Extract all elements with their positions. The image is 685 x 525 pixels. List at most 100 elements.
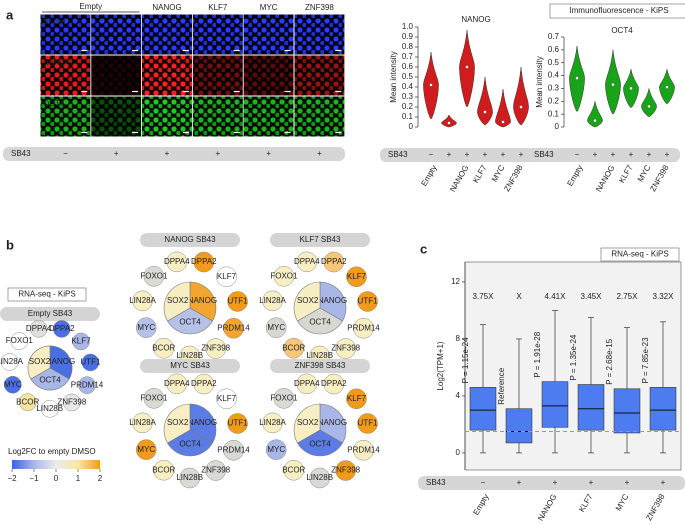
gene-label: ZNF398 [331, 344, 360, 353]
network-title-pill [140, 359, 240, 373]
gene-node [273, 266, 295, 287]
y-axis-label: Mean intensity [535, 56, 544, 108]
gene-node [283, 337, 305, 359]
y-axis-label: Log2(TPM+1) [436, 341, 445, 390]
y-tick-label: 0 [456, 448, 461, 457]
column-header: MYC [260, 3, 278, 12]
gene-label: BCOR [152, 465, 175, 474]
colorbar [12, 460, 100, 469]
gene-node [335, 338, 356, 359]
sb43-sign: − [575, 150, 580, 159]
core-label: OCT4 [309, 317, 331, 326]
colorbar-tick-label: −1 [29, 474, 39, 483]
gene-node [283, 459, 305, 481]
box [577, 384, 605, 431]
colorbar-tick-label: 2 [98, 474, 103, 483]
gene-label: PRDM14 [347, 323, 380, 332]
micrograph [243, 55, 294, 96]
violin-body [605, 49, 621, 115]
network-title: NANOG SB43 [164, 235, 216, 244]
x-tick-label: Empty [471, 493, 490, 517]
x-tick-label: KLF7 [617, 163, 635, 185]
gene-label: FOXO1 [140, 271, 168, 280]
core-label: NANOG [318, 418, 347, 427]
micrograph [294, 14, 345, 55]
gene-label: FOXO1 [6, 336, 34, 345]
y-tick-label: 0.7 [402, 52, 414, 61]
core-label: SOX2 [29, 357, 51, 366]
gene-node [227, 291, 248, 312]
row-label: Nuclei [43, 17, 65, 26]
network-title: Empty SB43 [28, 309, 73, 318]
core-slice [297, 307, 343, 335]
panel-label: a [6, 7, 14, 22]
gene-label: UTF1 [80, 358, 101, 367]
gene-node [193, 373, 215, 395]
y-axis-label: Mean intensity [389, 51, 398, 103]
gene-label: LIN28A [259, 296, 286, 305]
colorbar-tick-label: −2 [7, 474, 17, 483]
sb43-bar [3, 147, 345, 161]
gene-node [216, 388, 237, 410]
y-tick-label: 0.6 [548, 45, 560, 54]
micrograph [243, 14, 294, 55]
micrograph [192, 55, 243, 96]
gene-label: BCOR [16, 397, 39, 406]
sb43-sign: + [483, 150, 488, 159]
p-value-label: Reference [497, 367, 506, 404]
y-tick-label: 0.3 [548, 84, 560, 93]
core-slice [297, 429, 343, 457]
median-dot [647, 104, 651, 109]
plot-bg [464, 261, 682, 471]
core-slice [27, 345, 51, 380]
gene-node [135, 317, 157, 338]
gene-node [132, 412, 153, 434]
sb43-sign: + [317, 149, 322, 158]
y-tick-label: 0.5 [402, 72, 414, 81]
box [613, 388, 641, 434]
sb43-sign: + [593, 150, 598, 159]
sb43-sign: + [661, 478, 666, 487]
p-value-label: P = 1.15e-24 [461, 337, 470, 383]
y-tick-label: 8 [456, 334, 461, 343]
column-header: KLF7 [208, 3, 228, 12]
y-tick-label: 0.8 [402, 42, 414, 51]
gene-node [81, 353, 100, 372]
network-title: KLF7 SB43 [300, 235, 341, 244]
gene-node [216, 266, 237, 288]
gene-node [153, 337, 175, 359]
violin-body [587, 101, 603, 128]
gene-node [265, 439, 287, 460]
fold-label: X [516, 292, 522, 301]
core-label: SOX2 [297, 418, 319, 427]
median-dot [611, 82, 615, 87]
gene-label: LIN28A [129, 418, 156, 427]
gene-node [78, 376, 96, 394]
violin-body [641, 88, 657, 117]
core-label: SOX2 [167, 296, 189, 305]
core-label: OCT4 [309, 439, 331, 448]
gene-node [223, 439, 244, 461]
gene-node [309, 467, 330, 489]
x-tick-label: KLF7 [471, 163, 489, 185]
median-dot [665, 85, 669, 89]
micrograph [192, 14, 243, 55]
median-dot [447, 121, 451, 125]
y-tick-label: 0.2 [548, 96, 560, 105]
gene-node [63, 393, 81, 412]
sb43-sign: + [589, 478, 594, 487]
x-tick-label: NANOG [536, 493, 558, 523]
sb43-sign: − [63, 149, 68, 158]
gene-node [296, 373, 318, 395]
sb43-sign: + [553, 478, 558, 487]
x-tick-label: NANOG [594, 164, 616, 194]
gene-node [346, 388, 367, 410]
gene-node [323, 373, 345, 395]
gene-node [30, 320, 48, 338]
core-slice [189, 281, 217, 322]
micrograph [294, 55, 345, 96]
sb43-sign: + [625, 478, 630, 487]
label-box [600, 247, 680, 262]
x-tick-label: MYC [614, 492, 631, 512]
sb43-label: SB43 [534, 150, 554, 159]
